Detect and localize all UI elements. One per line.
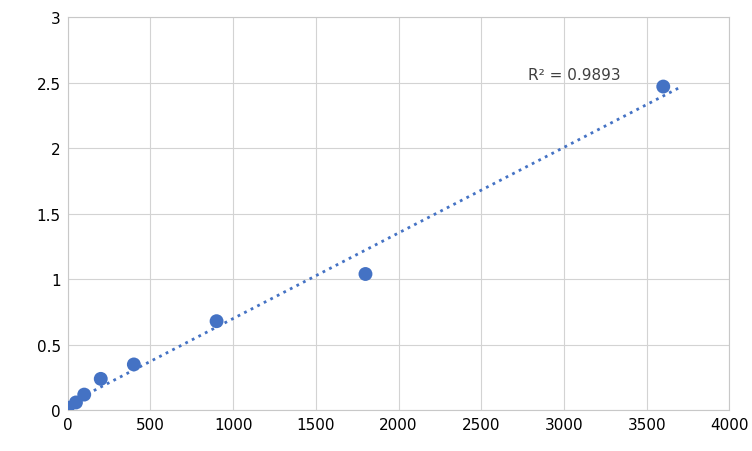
Point [128,361,140,368]
Point [95,375,107,382]
Point [211,318,223,325]
Point [657,84,669,91]
Point [62,404,74,411]
Point [70,399,82,406]
Point [359,271,371,278]
Point [78,391,90,398]
Text: R² = 0.9893: R² = 0.9893 [528,68,620,83]
